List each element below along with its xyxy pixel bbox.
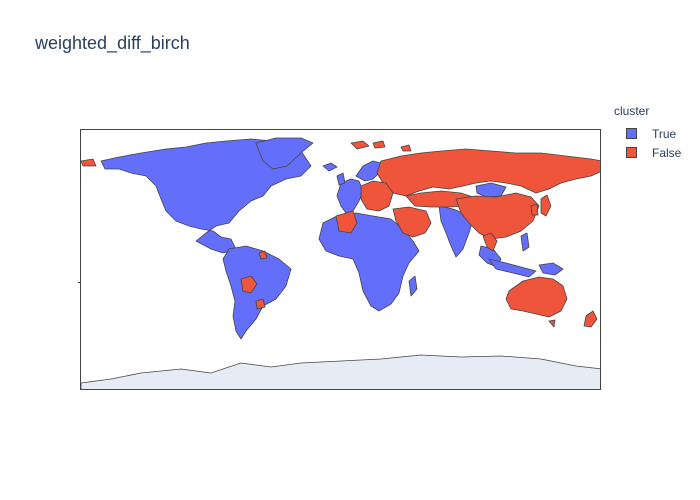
madagascar	[408, 275, 418, 297]
chart-title: weighted_diff_birch	[35, 33, 190, 53]
antarctica	[81, 354, 600, 389]
tasmania	[548, 319, 556, 328]
arctic-islands	[350, 140, 412, 152]
philippines	[520, 232, 530, 252]
new-zealand	[583, 310, 598, 328]
new-guinea	[538, 262, 564, 276]
map-edge-tick	[78, 282, 80, 283]
legend: cluster True False	[614, 104, 681, 162]
cluster-true-regions	[100, 137, 564, 340]
algeria	[335, 210, 358, 234]
japan	[540, 194, 552, 217]
legend-swatch-true	[626, 128, 637, 139]
mongolia	[475, 182, 507, 198]
australia	[505, 276, 568, 318]
south-america	[222, 245, 292, 340]
legend-label-true: True	[652, 126, 677, 141]
paraguay	[255, 298, 266, 310]
western-europe	[336, 178, 364, 214]
legend-label-false: False	[652, 145, 682, 160]
north-america	[100, 138, 312, 254]
iceland	[322, 162, 338, 172]
cluster-false-regions	[81, 140, 600, 328]
russia	[376, 148, 600, 197]
uk	[336, 172, 346, 186]
far-east-russia-west-edge	[81, 158, 97, 167]
greenland	[255, 137, 314, 170]
bolivia	[240, 275, 258, 294]
indonesia	[488, 258, 537, 278]
legend-swatch-false	[626, 147, 637, 158]
africa	[318, 212, 420, 312]
legend-item-false[interactable]: False	[614, 143, 681, 162]
china	[455, 192, 540, 240]
south-asia	[438, 205, 474, 258]
middle-east	[392, 206, 432, 238]
legend-item-true[interactable]: True	[614, 124, 681, 143]
guyana	[258, 250, 268, 260]
korea	[530, 203, 539, 216]
world-map[interactable]	[80, 129, 601, 390]
legend-title: cluster	[614, 104, 650, 118]
eastern-europe	[360, 180, 394, 212]
indochina	[482, 232, 498, 252]
